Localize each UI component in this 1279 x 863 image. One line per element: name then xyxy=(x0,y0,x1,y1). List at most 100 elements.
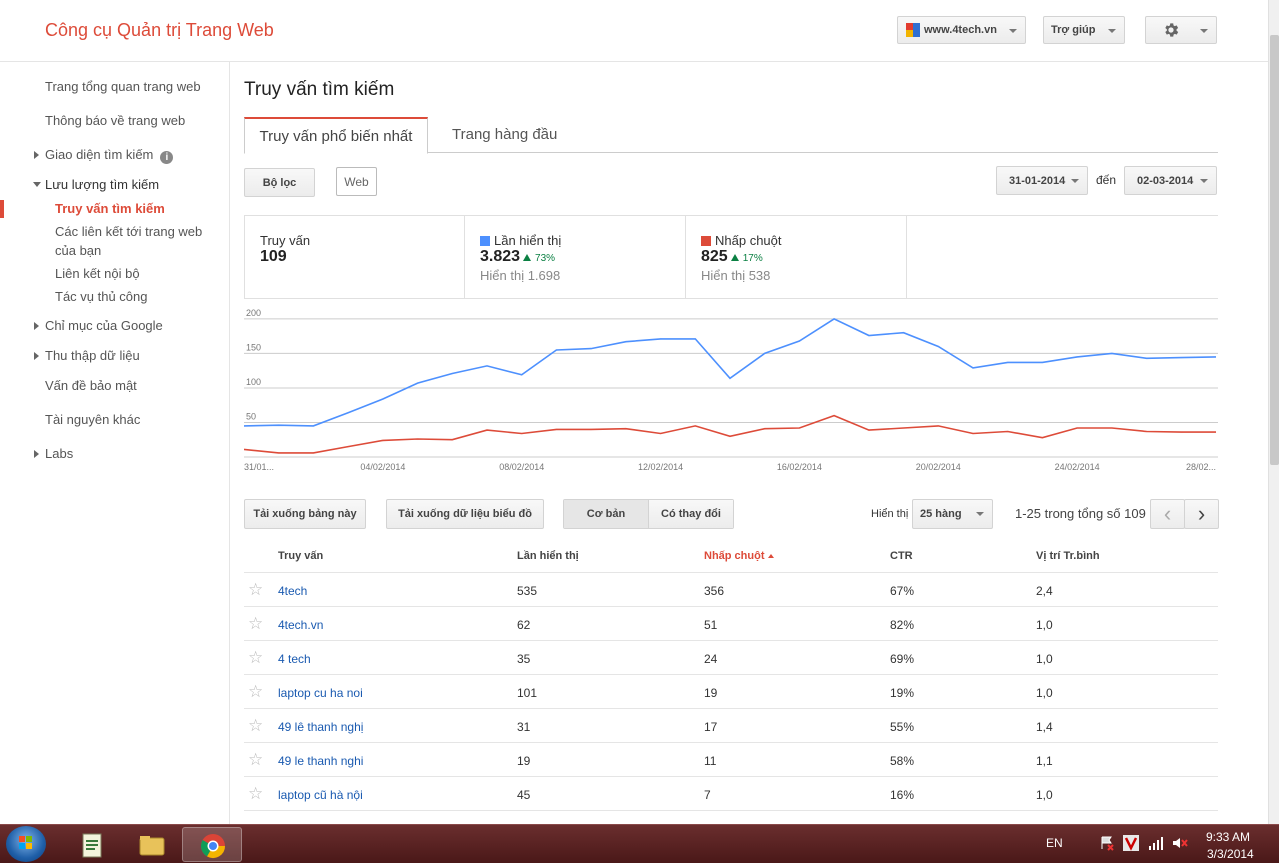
col-header-ctr[interactable]: CTR xyxy=(890,550,913,562)
data-point[interactable] xyxy=(1076,427,1079,430)
sidebar-item-manual-actions[interactable]: Tác vụ thủ công xyxy=(55,289,148,304)
data-point[interactable] xyxy=(902,427,905,430)
data-point[interactable] xyxy=(347,411,350,414)
sidebar-item-links-to-site-cont[interactable]: của bạn xyxy=(55,243,102,258)
data-point[interactable] xyxy=(451,438,454,441)
page-scrollbar[interactable] xyxy=(1268,0,1279,824)
data-point[interactable] xyxy=(1041,361,1044,364)
data-point[interactable] xyxy=(277,424,280,427)
sidebar-item-other-resources[interactable]: Tài nguyên khác xyxy=(45,412,141,427)
data-point[interactable] xyxy=(833,318,836,321)
data-point[interactable] xyxy=(763,427,766,430)
star-icon[interactable]: ☆ xyxy=(248,682,264,701)
query-link[interactable]: 4 tech xyxy=(278,652,311,666)
taskbar-explorer[interactable] xyxy=(122,827,182,862)
web-filter-chip[interactable]: Web xyxy=(336,167,377,196)
volume-muted-icon[interactable] xyxy=(1172,835,1188,851)
app-title[interactable]: Công cụ Quản trị Trang Web xyxy=(45,20,274,40)
star-icon[interactable]: ☆ xyxy=(248,580,264,599)
data-point[interactable] xyxy=(972,367,975,370)
query-link[interactable]: laptop cu ha noi xyxy=(278,686,363,700)
data-point[interactable] xyxy=(867,334,870,337)
data-point[interactable] xyxy=(867,429,870,432)
sidebar-item-links-to-site[interactable]: Các liên kết tới trang web xyxy=(55,224,203,239)
data-point[interactable] xyxy=(659,338,662,341)
data-point[interactable] xyxy=(1215,355,1218,358)
table-row[interactable]: ☆ 49 le thanh nghi 19 11 58% 1,1 xyxy=(244,743,1218,777)
data-point[interactable] xyxy=(416,438,419,441)
download-chart-data-button[interactable]: Tải xuống dữ liệu biểu đồ xyxy=(386,499,544,529)
help-button[interactable]: Trợ giúp xyxy=(1043,16,1125,44)
sidebar-item-search-traffic[interactable]: Lưu lượng tìm kiếm xyxy=(33,177,159,192)
sidebar-item-labs[interactable]: Labs xyxy=(34,446,73,461)
data-point[interactable] xyxy=(937,345,940,348)
data-point[interactable] xyxy=(590,347,593,350)
data-point[interactable] xyxy=(694,338,697,341)
table-row[interactable]: ☆ 4 tech 35 24 69% 1,0 xyxy=(244,641,1218,675)
data-point[interactable] xyxy=(833,414,836,417)
data-point[interactable] xyxy=(520,432,523,435)
star-icon[interactable]: ☆ xyxy=(248,614,264,633)
sidebar-item-search-queries[interactable]: Truy vấn tìm kiếm xyxy=(55,201,165,216)
data-point[interactable] xyxy=(1110,352,1113,355)
data-point[interactable] xyxy=(694,425,697,428)
query-link[interactable]: 49 le thanh nghi xyxy=(278,754,364,768)
data-point[interactable] xyxy=(659,432,662,435)
star-icon[interactable]: ☆ xyxy=(248,648,264,667)
scrollbar-thumb[interactable] xyxy=(1270,35,1279,465)
network-signal-icon[interactable] xyxy=(1148,835,1164,851)
query-link[interactable]: 4tech.vn xyxy=(278,618,324,632)
tab-top-queries[interactable]: Truy vấn phổ biến nhất xyxy=(244,117,428,154)
data-point[interactable] xyxy=(1041,436,1044,439)
data-point[interactable] xyxy=(1006,361,1009,364)
with-change-view-button[interactable]: Có thay đổi xyxy=(649,500,733,528)
series-line-clicks[interactable] xyxy=(244,414,1216,454)
clock-time[interactable]: 9:33 AM xyxy=(1206,830,1251,844)
site-selector[interactable]: www.4tech.vn xyxy=(897,16,1026,44)
data-point[interactable] xyxy=(486,429,489,432)
metric-clicks[interactable]: Nhấp chuột 825 17% Hiển thị 538 xyxy=(686,216,907,299)
data-point[interactable] xyxy=(1145,357,1148,360)
data-point[interactable] xyxy=(624,340,627,343)
data-point[interactable] xyxy=(1180,356,1183,359)
sidebar-item-google-index[interactable]: Chỉ mục của Google xyxy=(34,318,163,333)
table-row[interactable]: ☆ laptop cũ hà nội 45 7 16% 1,0 xyxy=(244,777,1218,811)
col-header-position[interactable]: Vị trí Tr.bình xyxy=(1036,550,1100,562)
data-point[interactable] xyxy=(729,377,732,380)
col-header-query[interactable]: Truy vấn xyxy=(278,550,324,562)
date-to-select[interactable]: 02-03-2014 xyxy=(1124,166,1217,195)
col-header-impressions[interactable]: Lần hiển thị xyxy=(517,550,579,562)
start-button[interactable] xyxy=(6,826,46,862)
language-indicator[interactable]: EN xyxy=(1046,836,1063,850)
query-link[interactable]: 4tech xyxy=(278,584,308,598)
data-point[interactable] xyxy=(1215,431,1218,434)
data-point[interactable] xyxy=(312,451,315,454)
col-header-clicks[interactable]: Nhấp chuột xyxy=(704,550,774,562)
prev-page-button[interactable]: ‹ xyxy=(1150,499,1185,529)
data-point[interactable] xyxy=(798,340,801,343)
action-center-flag-icon[interactable] xyxy=(1099,835,1115,851)
data-point[interactable] xyxy=(277,451,280,454)
sidebar-item-search-appearance[interactable]: Giao diện tìm kiếm i xyxy=(34,147,174,164)
table-row[interactable]: ☆ laptop cu ha noi 101 19 19% 1,0 xyxy=(244,675,1218,709)
table-row[interactable]: ☆ 4tech.vn 62 51 82% 1,0 xyxy=(244,607,1218,641)
data-point[interactable] xyxy=(244,448,245,451)
query-link[interactable]: 49 lê thanh nghị xyxy=(278,720,364,734)
download-table-button[interactable]: Tải xuống bảng này xyxy=(244,499,366,529)
sidebar-item-crawl[interactable]: Thu thập dữ liệu xyxy=(34,348,140,363)
data-point[interactable] xyxy=(1180,431,1183,434)
data-point[interactable] xyxy=(486,364,489,367)
table-row[interactable]: ☆ 4tech 535 356 67% 2,4 xyxy=(244,573,1218,607)
tab-top-pages[interactable]: Trang hàng đầu xyxy=(452,126,558,143)
antivirus-icon[interactable] xyxy=(1123,835,1139,851)
data-point[interactable] xyxy=(590,428,593,431)
data-point[interactable] xyxy=(312,425,315,428)
data-point[interactable] xyxy=(798,427,801,430)
sidebar-item-security[interactable]: Vấn đề bảo mật xyxy=(45,378,137,393)
basic-view-button[interactable]: Cơ bản xyxy=(564,500,649,528)
data-point[interactable] xyxy=(1110,427,1113,430)
data-point[interactable] xyxy=(381,398,384,401)
star-icon[interactable]: ☆ xyxy=(248,784,264,803)
data-point[interactable] xyxy=(381,439,384,442)
date-from-select[interactable]: 31-01-2014 xyxy=(996,166,1088,195)
